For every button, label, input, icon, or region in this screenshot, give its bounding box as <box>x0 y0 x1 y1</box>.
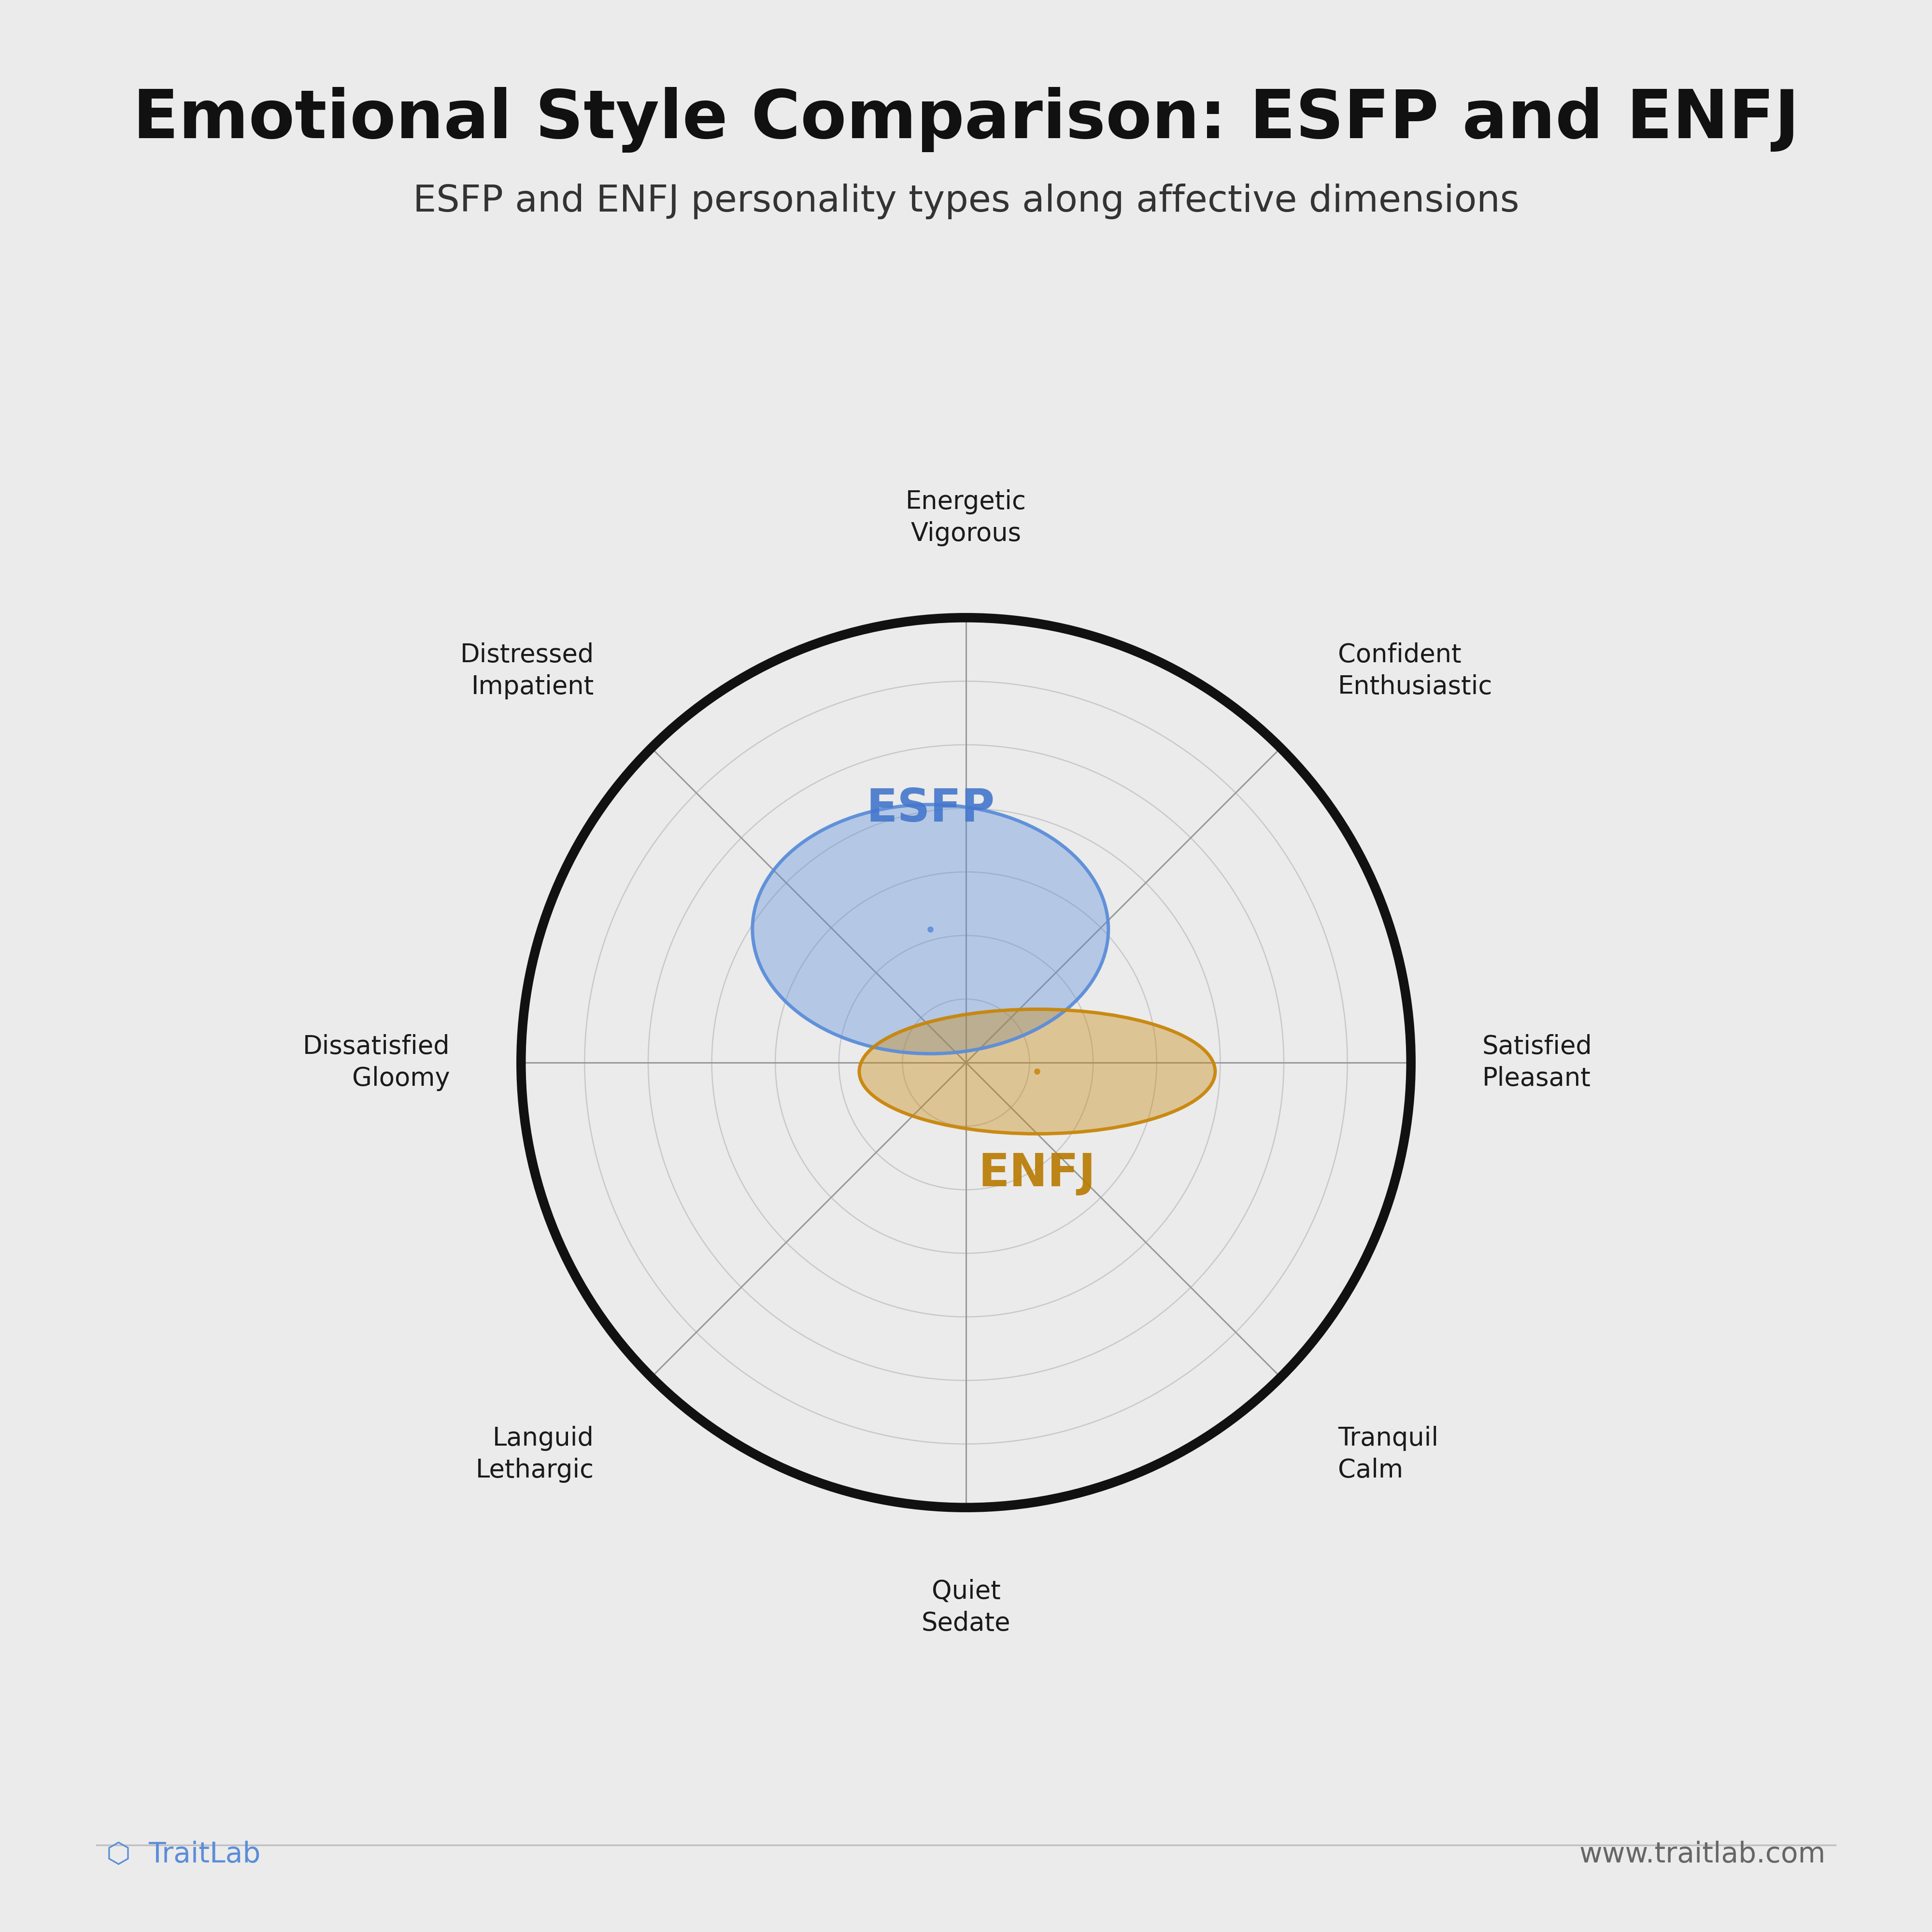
Text: Emotional Style Comparison: ESFP and ENFJ: Emotional Style Comparison: ESFP and ENF… <box>133 87 1799 153</box>
Text: ENFJ: ENFJ <box>978 1151 1095 1196</box>
Ellipse shape <box>860 1009 1215 1134</box>
Text: Distressed
Impatient: Distressed Impatient <box>460 641 593 699</box>
Text: Languid
Lethargic: Languid Lethargic <box>475 1426 593 1484</box>
Text: Quiet
Sedate: Quiet Sedate <box>922 1578 1010 1636</box>
Text: Energetic
Vigorous: Energetic Vigorous <box>906 489 1026 547</box>
Text: Confident
Enthusiastic: Confident Enthusiastic <box>1339 641 1493 699</box>
Text: ESFP: ESFP <box>866 786 995 831</box>
Text: Dissatisfied
Gloomy: Dissatisfied Gloomy <box>303 1034 450 1092</box>
Text: Satisfied
Pleasant: Satisfied Pleasant <box>1482 1034 1592 1092</box>
Text: www.traitlab.com: www.traitlab.com <box>1578 1841 1826 1868</box>
Ellipse shape <box>752 804 1109 1053</box>
Text: ⬡  TraitLab: ⬡ TraitLab <box>106 1841 261 1868</box>
Text: Tranquil
Calm: Tranquil Calm <box>1339 1426 1439 1484</box>
Text: ESFP and ENFJ personality types along affective dimensions: ESFP and ENFJ personality types along af… <box>413 184 1519 218</box>
